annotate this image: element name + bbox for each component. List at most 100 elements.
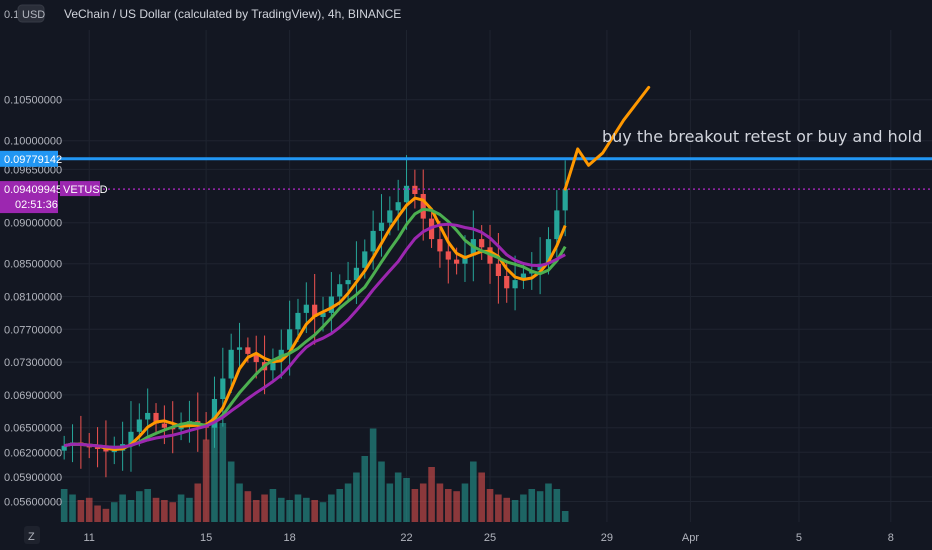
- y-tick-label: 0.08500000: [4, 259, 62, 271]
- volume-bar: [461, 483, 469, 522]
- candle-body: [270, 360, 276, 371]
- volume-bar: [386, 483, 394, 522]
- candle-body: [287, 329, 293, 350]
- volume-bar: [369, 428, 377, 522]
- candle-body: [220, 378, 226, 399]
- top-price-label: 0.1: [4, 9, 19, 21]
- timezone-icon[interactable]: Z: [24, 526, 40, 544]
- timezone-icon-label: Z: [28, 531, 35, 543]
- volume-bar: [361, 456, 369, 522]
- candle-body: [437, 239, 443, 252]
- volume-bar: [419, 483, 427, 522]
- x-tick-label: Apr: [682, 532, 699, 544]
- volume-bar: [428, 467, 435, 522]
- volume-bar: [470, 461, 477, 522]
- volume-bars: [60, 417, 569, 522]
- x-tick-label: 18: [284, 532, 296, 544]
- candle-body: [545, 239, 552, 264]
- y-tick-label: 0.08100000: [4, 292, 62, 304]
- y-tick-label: 0.07300000: [4, 357, 62, 369]
- candle-body: [520, 273, 527, 281]
- volume-bar: [110, 502, 118, 522]
- countdown-label: 02:51:36: [15, 199, 58, 211]
- volume-bar: [561, 511, 569, 522]
- y-tick-label: 0.06900000: [4, 390, 62, 402]
- volume-bar: [444, 489, 452, 522]
- candle-body: [128, 431, 134, 445]
- volume-bar: [85, 497, 93, 522]
- volume-bar: [536, 491, 544, 522]
- volume-bar: [102, 508, 110, 522]
- volume-bar: [353, 472, 360, 522]
- candle-body: [353, 267, 360, 281]
- currency-badge[interactable]: USD: [17, 4, 45, 23]
- volume-bar: [202, 439, 210, 522]
- volume-bar: [553, 489, 561, 522]
- candle-body: [420, 194, 426, 219]
- y-tick-label: 0.10000000: [4, 136, 62, 148]
- candle-body: [454, 259, 460, 264]
- moving-average-line: [63, 222, 566, 449]
- candle-body: [403, 185, 410, 203]
- candle-body: [228, 349, 234, 379]
- volume-bar: [511, 500, 519, 522]
- x-axis[interactable]: 11 15 18 22 25 29 Apr 5 8: [84, 532, 894, 544]
- candle-body: [153, 412, 159, 424]
- volume-bar: [378, 461, 385, 522]
- volume-bar: [478, 472, 485, 522]
- annotation-text[interactable]: buy the breakout retest or buy and hold: [602, 127, 922, 146]
- resistance-price-badge: 0.09779142: [0, 150, 62, 167]
- x-tick-label: 22: [400, 532, 412, 544]
- volume-bar: [169, 502, 177, 522]
- volume-bar: [545, 483, 552, 522]
- x-tick-label: 25: [484, 532, 496, 544]
- volume-bar: [60, 489, 68, 522]
- candle-body: [445, 251, 451, 260]
- volume-bar: [269, 489, 277, 522]
- candle-body: [94, 447, 101, 450]
- volume-bar: [152, 497, 160, 522]
- candle-body: [462, 255, 468, 264]
- volume-bar: [94, 505, 101, 522]
- candle-body: [295, 312, 301, 330]
- candle-body: [554, 210, 560, 240]
- volume-bar: [394, 472, 402, 522]
- volume-bar: [161, 500, 168, 522]
- candle-body: [211, 399, 218, 428]
- x-tick-label: 15: [200, 532, 212, 544]
- volume-bar: [186, 497, 193, 522]
- volume-bar: [127, 500, 135, 522]
- projection-path[interactable]: [563, 85, 651, 191]
- y-tick-label: 0.06200000: [4, 447, 62, 459]
- volume-bar: [227, 461, 235, 522]
- x-tick-label: 11: [84, 532, 95, 544]
- y-tick-label: 0.05900000: [4, 472, 62, 484]
- volume-bar: [411, 489, 419, 522]
- currency-badge-label: USD: [22, 9, 45, 21]
- volume-bar: [194, 483, 202, 522]
- current-price-label: 0.09409945: [4, 184, 62, 196]
- y-axis[interactable]: 0.10500000 0.10000000 0.09650000 0.09000000…: [4, 95, 62, 509]
- volume-bar: [277, 497, 285, 522]
- candle-body: [161, 423, 167, 428]
- volume-bar: [177, 494, 185, 522]
- candle-body: [395, 202, 401, 211]
- candle-body: [103, 449, 109, 452]
- volume-bar: [303, 497, 310, 522]
- volume-bar: [144, 489, 151, 522]
- chart-title: VeChain / US Dollar (calculated by Tradi…: [64, 7, 401, 21]
- candle-body: [378, 222, 385, 231]
- candle-body: [412, 185, 418, 194]
- volume-bar: [219, 423, 227, 522]
- candle-body: [370, 230, 376, 252]
- candle-body: [328, 296, 334, 313]
- x-tick-label: 8: [888, 532, 894, 544]
- x-tick-label: 5: [796, 532, 802, 544]
- volume-bar: [336, 489, 344, 522]
- candle-body: [562, 189, 568, 211]
- candle-body: [245, 347, 251, 354]
- candle-body: [312, 304, 318, 317]
- candle-body: [512, 280, 518, 289]
